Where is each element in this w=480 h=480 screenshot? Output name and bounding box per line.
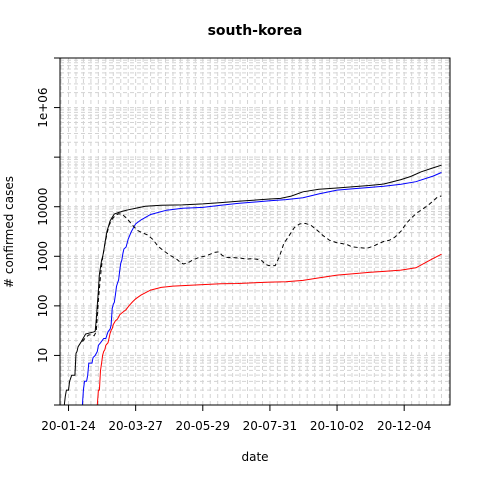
- y-tick-label: 10: [36, 348, 50, 363]
- series-line-2: [81, 172, 442, 406]
- y-tick-label: 1e+06: [36, 87, 50, 127]
- series-line-4: [82, 195, 442, 342]
- x-tick-label: 20-03-27: [108, 419, 162, 433]
- y-tick-label: 100: [36, 294, 50, 317]
- x-tick-label: 20-10-02: [310, 419, 364, 433]
- x-axis-label: date: [241, 450, 268, 464]
- x-tick-label: 20-12-04: [377, 419, 431, 433]
- series-line-1: [63, 164, 442, 406]
- plot-frame: [59, 57, 451, 406]
- x-tick-label: 20-01-24: [41, 419, 95, 433]
- y-axis: 10 100 1000 10000 1e+06: [36, 57, 60, 406]
- chart-title: south-korea: [208, 23, 303, 39]
- series-line-3: [96, 253, 442, 406]
- x-tick-label: 20-07-31: [243, 419, 297, 433]
- series-lines: [63, 164, 442, 406]
- y-axis-label: # confirmed cases: [2, 176, 16, 288]
- grid-lines: [60, 58, 450, 405]
- x-tick-label: 20-05-29: [176, 419, 230, 433]
- y-tick-label: 10000: [36, 188, 50, 226]
- x-axis: 20-01-24 20-03-27 20-05-29 20-07-31 20-10-02…: [41, 405, 431, 433]
- y-tick-label: 1000: [36, 241, 50, 272]
